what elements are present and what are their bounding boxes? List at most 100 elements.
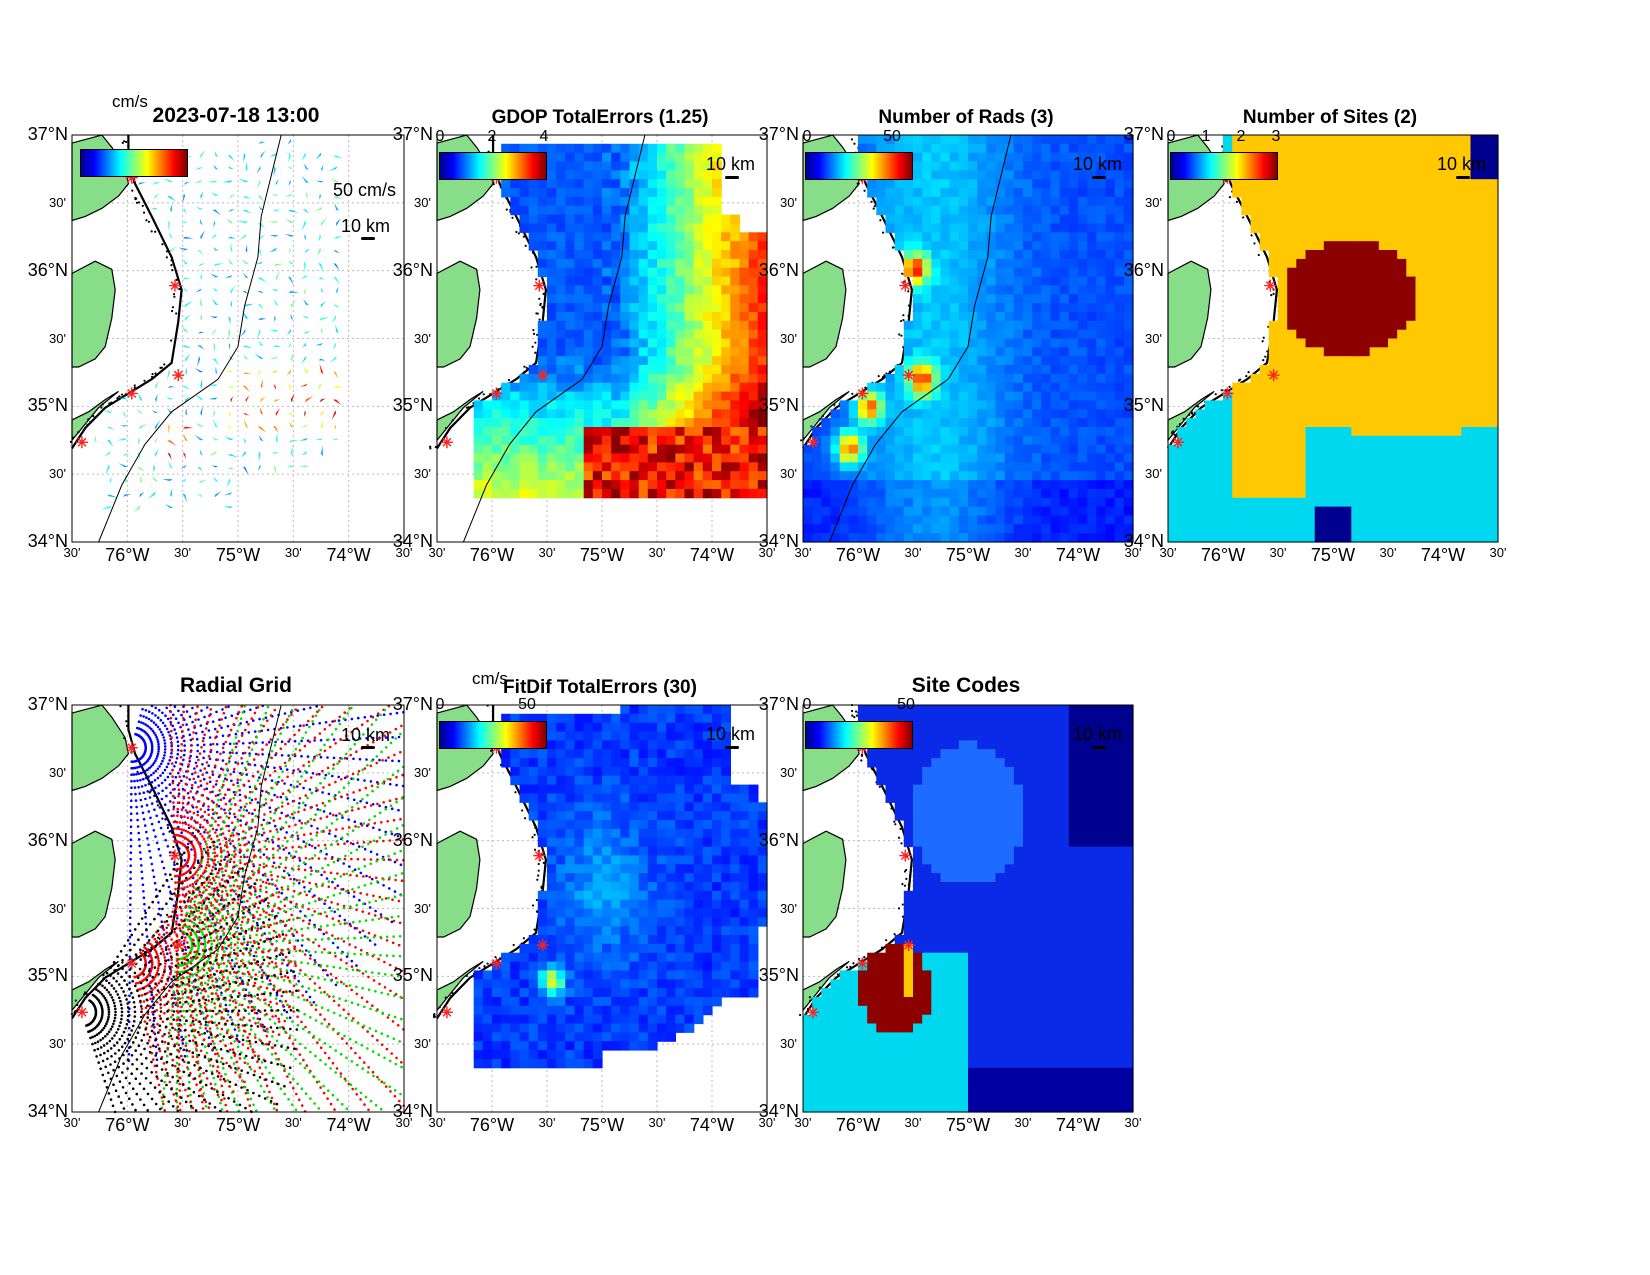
coast-speckle bbox=[175, 278, 178, 281]
data-cell bbox=[492, 400, 502, 410]
coast-speckle bbox=[1266, 350, 1269, 353]
data-cell bbox=[1287, 515, 1297, 525]
data-cell bbox=[1232, 391, 1242, 401]
data-cell bbox=[1305, 188, 1316, 198]
data-cell bbox=[757, 338, 768, 348]
data-cell bbox=[1433, 303, 1444, 313]
data-cell bbox=[712, 365, 722, 375]
data-cell bbox=[693, 356, 704, 366]
data-cell bbox=[1369, 143, 1380, 154]
data-cell bbox=[1378, 294, 1389, 304]
data-cell bbox=[702, 294, 713, 304]
data-cell bbox=[1461, 223, 1472, 233]
velocity-vector bbox=[257, 369, 261, 376]
data-cell bbox=[547, 250, 557, 260]
data-cell bbox=[1333, 347, 1343, 357]
data-cell bbox=[1452, 143, 1462, 154]
data-cell bbox=[1388, 391, 1398, 401]
data-cell bbox=[1223, 135, 1233, 145]
data-cell bbox=[1268, 533, 1279, 543]
data-cell bbox=[730, 241, 741, 251]
data-cell bbox=[1406, 533, 1417, 543]
data-cell bbox=[1388, 214, 1398, 224]
data-cell bbox=[1397, 338, 1407, 348]
data-cell bbox=[1323, 356, 1334, 366]
data-cell bbox=[1296, 382, 1307, 393]
data-cell bbox=[1388, 223, 1398, 233]
velocity-vector bbox=[273, 209, 281, 212]
data-cell bbox=[574, 205, 585, 216]
data-cell bbox=[1488, 223, 1499, 233]
data-cell bbox=[1296, 214, 1307, 224]
velocity-vector bbox=[286, 369, 292, 377]
data-cell bbox=[528, 196, 539, 207]
velocity-vector bbox=[215, 151, 218, 158]
data-cell bbox=[1378, 170, 1389, 180]
data-cell bbox=[602, 250, 612, 260]
data-cell bbox=[712, 382, 722, 393]
data-cell bbox=[1250, 196, 1261, 207]
data-cell bbox=[675, 427, 686, 437]
data-cell bbox=[1488, 453, 1499, 463]
velocity-vector bbox=[155, 448, 159, 457]
data-cell bbox=[528, 179, 539, 189]
data-cell bbox=[1305, 373, 1316, 384]
data-cell bbox=[1287, 418, 1297, 428]
data-cell bbox=[547, 400, 557, 410]
data-cell bbox=[1241, 506, 1252, 516]
data-cell bbox=[547, 303, 557, 313]
data-cell bbox=[1433, 488, 1444, 499]
velocity-vector bbox=[155, 419, 161, 430]
data-cell bbox=[721, 338, 731, 348]
velocity-vector bbox=[258, 141, 266, 145]
data-cell bbox=[1314, 497, 1325, 508]
data-cell bbox=[1287, 488, 1297, 499]
data-cell bbox=[1369, 453, 1380, 463]
data-cell bbox=[1278, 356, 1288, 366]
data-cell bbox=[1333, 462, 1343, 472]
data-cell bbox=[1479, 312, 1490, 322]
data-cell bbox=[556, 267, 566, 278]
velocity-vector bbox=[138, 423, 148, 430]
data-cell bbox=[1351, 400, 1362, 410]
data-cell bbox=[647, 338, 658, 348]
data-cell bbox=[1369, 524, 1380, 534]
data-cell bbox=[702, 214, 713, 224]
data-cell bbox=[657, 347, 667, 357]
data-cell bbox=[1296, 409, 1307, 419]
data-cell bbox=[1333, 161, 1343, 171]
data-cell bbox=[675, 338, 686, 348]
data-cell bbox=[1360, 533, 1371, 543]
data-cell bbox=[583, 444, 594, 455]
data-cell bbox=[1488, 444, 1499, 455]
data-cell bbox=[638, 196, 649, 207]
data-cell bbox=[693, 312, 704, 322]
data-cell bbox=[684, 223, 695, 233]
data-cell bbox=[1488, 214, 1499, 224]
data-cell bbox=[629, 391, 640, 401]
data-cell bbox=[1259, 214, 1270, 224]
data-cell bbox=[1397, 214, 1407, 224]
data-cell bbox=[1443, 267, 1453, 278]
data-cell bbox=[1296, 196, 1307, 207]
data-cell bbox=[748, 320, 759, 331]
data-cell bbox=[1406, 135, 1417, 145]
scale-label: 10 km bbox=[341, 216, 391, 236]
data-cell bbox=[574, 188, 585, 198]
data-cell bbox=[1351, 488, 1362, 499]
data-cell bbox=[1204, 400, 1215, 410]
data-cell bbox=[1433, 250, 1444, 260]
data-cell bbox=[574, 179, 585, 189]
data-cell bbox=[1406, 471, 1417, 481]
data-cell bbox=[638, 152, 649, 163]
velocity-vector bbox=[168, 460, 173, 469]
data-cell bbox=[1461, 400, 1472, 410]
data-cell bbox=[1323, 400, 1334, 410]
data-cell bbox=[1213, 435, 1224, 446]
coast-speckle bbox=[120, 393, 124, 396]
velocity-vector bbox=[104, 450, 111, 457]
data-cell bbox=[547, 179, 557, 189]
data-cell bbox=[1278, 400, 1288, 410]
data-cell bbox=[1333, 205, 1343, 216]
data-cell bbox=[1452, 329, 1462, 340]
